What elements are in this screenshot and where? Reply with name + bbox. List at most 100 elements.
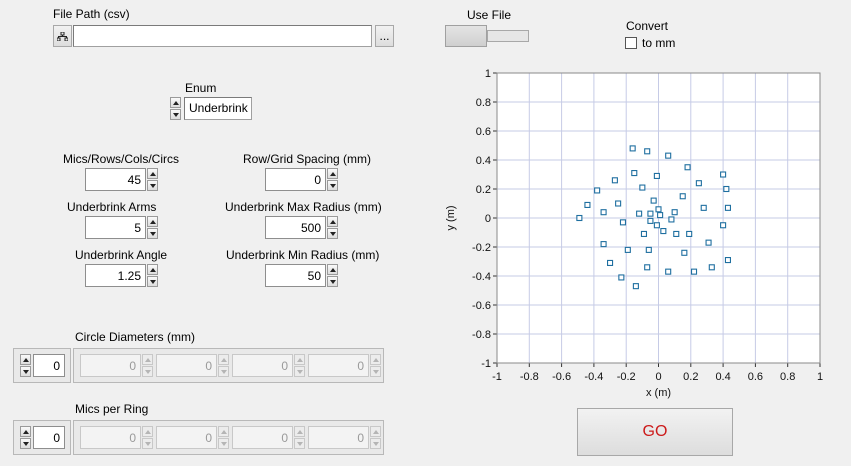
mic-point: [615, 200, 622, 207]
circle-diameters-label: Circle Diameters (mm): [75, 330, 195, 344]
arrow-up-icon: [372, 429, 379, 434]
enum-value[interactable]: Underbrink: [184, 97, 252, 120]
chart-points: [576, 145, 731, 290]
max-radius-spinner[interactable]: [327, 216, 338, 239]
angle-increment-button[interactable]: [147, 264, 158, 275]
y-tick-label: -1: [481, 358, 491, 370]
enum-decrement-button[interactable]: [170, 109, 181, 120]
circle-diameters-index-increment[interactable]: [20, 354, 31, 365]
go-button-label: GO: [642, 423, 668, 440]
circle-diameter-element: 0: [80, 354, 141, 377]
use-file-toggle[interactable]: [445, 25, 529, 47]
mics-increment-button[interactable]: [147, 168, 158, 179]
y-axis-label: y (m): [445, 205, 457, 230]
mic-point: [600, 241, 607, 248]
y-tick-label: 1: [485, 68, 491, 80]
mics-per-ring-element: 0: [232, 426, 293, 449]
mics-per-ring-element: 0: [80, 426, 141, 449]
use-file-toggle-knob[interactable]: [445, 25, 487, 47]
circle-diameter-element-spinner: [294, 354, 305, 377]
x-tick-label: 0.4: [715, 371, 730, 383]
mics-per-ring-element-spinner: [218, 426, 229, 449]
arrow-down-icon: [296, 441, 303, 446]
chart-grid: [496, 72, 821, 364]
arms-input[interactable]: 5: [85, 216, 146, 239]
enum-label: Enum: [185, 81, 217, 95]
browse-tree-icon-button[interactable]: [53, 25, 72, 47]
mics-per-ring-index-input[interactable]: 0: [33, 426, 65, 449]
min-radius-spinner[interactable]: [327, 264, 338, 287]
arms-spinner[interactable]: [147, 216, 158, 239]
mics-per-ring-element: 0: [308, 426, 369, 449]
mic-point: [636, 210, 643, 217]
min-radius-increment-button[interactable]: [327, 264, 338, 275]
min-radius-decrement-button[interactable]: [327, 276, 338, 287]
circle-diameters-index-decrement[interactable]: [20, 366, 31, 377]
mics-label: Mics/Rows/Cols/Circs: [63, 152, 180, 166]
mics-per-ring-index-spinner[interactable]: [20, 426, 31, 449]
arms-decrement-button[interactable]: [147, 228, 158, 239]
mic-point: [665, 268, 672, 275]
mics-decrement-button[interactable]: [147, 180, 158, 191]
max-radius-decrement-button[interactable]: [327, 228, 338, 239]
arrow-down-icon: [329, 231, 336, 236]
mic-point: [644, 264, 651, 271]
mic-point: [594, 187, 601, 194]
enum-increment-button[interactable]: [170, 97, 181, 108]
angle-decrement-button[interactable]: [147, 276, 158, 287]
x-tick-label: 1: [817, 371, 823, 383]
mics-per-ring-index-increment[interactable]: [20, 426, 31, 437]
circle-diameter-element: 0: [308, 354, 369, 377]
mic-point: [673, 230, 680, 237]
x-tick-label: 0.2: [683, 371, 698, 383]
max-radius-increment-button[interactable]: [327, 216, 338, 227]
mic-point: [700, 204, 707, 211]
y-tick-label: 0.4: [476, 155, 491, 167]
arrow-up-icon: [149, 219, 156, 224]
mic-point: [618, 274, 625, 281]
mic-point: [632, 283, 639, 290]
mics-per-ring-element-spinner: [370, 426, 381, 449]
arrow-down-icon: [149, 183, 156, 188]
go-button[interactable]: GO: [577, 408, 733, 456]
mic-point: [657, 212, 664, 219]
file-path-label: File Path (csv): [53, 7, 130, 21]
mics-input[interactable]: 45: [85, 168, 146, 191]
mics-per-ring-index-decrement[interactable]: [20, 438, 31, 449]
circle-diameter-element-spinner: [218, 354, 229, 377]
arms-increment-button[interactable]: [147, 216, 158, 227]
circle-diameters-index-spinner[interactable]: [20, 354, 31, 377]
row-spacing-spinner[interactable]: [327, 168, 338, 191]
x-tick-label: 0: [655, 371, 661, 383]
mic-point: [650, 197, 657, 204]
min-radius-input[interactable]: 50: [265, 264, 326, 287]
plot-border: [496, 72, 821, 364]
file-path-input[interactable]: [73, 25, 372, 47]
mics-spinner[interactable]: [147, 168, 158, 191]
mic-point: [645, 246, 652, 253]
arrow-up-icon: [149, 171, 156, 176]
mic-point: [619, 219, 627, 226]
circle-diameters-index-input[interactable]: 0: [33, 354, 65, 377]
arrow-down-icon: [220, 369, 227, 374]
arrow-down-icon: [22, 369, 29, 374]
mic-point: [631, 170, 638, 177]
mic-point: [600, 209, 607, 216]
angle-spinner[interactable]: [147, 264, 158, 287]
angle-input[interactable]: 1.25: [85, 264, 146, 287]
row-spacing-decrement-button[interactable]: [327, 180, 338, 191]
enum-spinner[interactable]: [170, 97, 181, 120]
max-radius-input[interactable]: 500: [265, 216, 326, 239]
arrow-up-icon: [220, 429, 227, 434]
mic-point: [671, 209, 678, 216]
mic-point: [644, 148, 651, 155]
browse-button[interactable]: ...: [375, 25, 394, 47]
tree-icon: [57, 31, 68, 41]
convert-checkbox[interactable]: [625, 37, 637, 49]
row-spacing-input[interactable]: 0: [265, 168, 326, 191]
mic-point: [690, 268, 698, 275]
arrow-down-icon: [144, 369, 151, 374]
row-spacing-increment-button[interactable]: [327, 168, 338, 179]
arrow-up-icon: [329, 267, 336, 272]
y-tick-label: 0: [485, 213, 491, 225]
